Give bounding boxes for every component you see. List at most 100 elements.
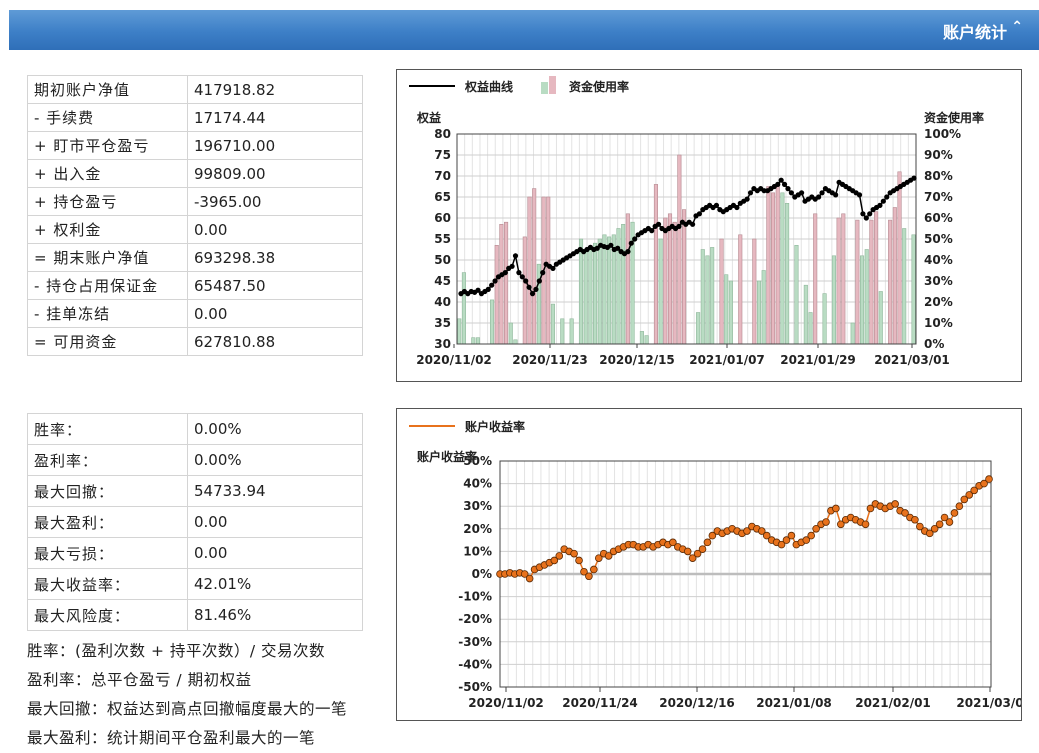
return-point (525, 574, 534, 583)
usage-bar (653, 184, 658, 345)
y-tick: -10% (458, 590, 492, 604)
usage-bar (536, 263, 541, 345)
y-axis-title-right: 资金使用率 (924, 110, 984, 125)
equity-point (799, 190, 805, 196)
chevron-up-double-icon[interactable]: ⌃ (1011, 19, 1023, 35)
y-tick-left: 60 (434, 211, 451, 225)
note-win-rate: 胜率：(盈利次数 + 持平次数）/ 交易次数 (27, 642, 326, 660)
usage-bar (761, 270, 766, 345)
row-label: = 可用资金 (27, 327, 188, 356)
usage-bar (602, 234, 607, 345)
equity-point (615, 245, 621, 251)
legend-label-equity: 权益曲线 (464, 79, 513, 94)
y-tick-left: 55 (434, 232, 451, 246)
return-point (777, 540, 786, 549)
equity-point (744, 196, 750, 202)
header-title: 账户统计 (942, 23, 1007, 42)
y-tick-right: 60% (924, 211, 953, 225)
usage-bar (710, 247, 715, 345)
row-value: 693298.38 (187, 243, 363, 272)
return-point (590, 565, 598, 574)
usage-bar (682, 209, 687, 345)
usage-bar (724, 274, 729, 345)
usage-bar (719, 238, 724, 345)
y-tick-right: 20% (924, 295, 953, 309)
usage-bar (672, 221, 677, 345)
x-tick-label: 2021/02/01 (855, 696, 931, 710)
equity-point (655, 221, 662, 227)
equity-point (884, 194, 890, 200)
x-tick-label: 2020/12/16 (659, 696, 735, 710)
y-tick-left: 70 (434, 169, 451, 183)
return-point (703, 538, 712, 547)
usage-bar (728, 280, 733, 345)
account-table: 期初账户净值 417918.82- 手续费 17174.44 + 盯市平仓盈亏 1967… (27, 75, 363, 356)
return-point (837, 520, 845, 529)
return-point (970, 486, 978, 495)
row-value: 417918.82 (187, 75, 363, 104)
y-tick-right: 10% (924, 316, 953, 330)
equity-point (540, 270, 546, 276)
row-label: 最大盈利： (27, 506, 188, 538)
note-max-drawdown: 最大回撤：权益达到高点回撤幅度最大的一笔 (27, 700, 348, 718)
return-point (580, 567, 588, 576)
y-tick-right: 100% (924, 127, 961, 141)
row-value: 54733.94 (187, 475, 363, 507)
return-point (743, 527, 751, 535)
legend-label-return: 账户收益率 (465, 419, 525, 434)
y-tick: 40% (463, 477, 492, 491)
usage-bar (813, 213, 818, 345)
y-tick: 20% (463, 522, 492, 536)
equity-point (519, 274, 525, 280)
return-point (960, 495, 969, 504)
return-point (708, 531, 717, 540)
return-point (698, 545, 707, 553)
usage-bar (869, 219, 874, 345)
usage-bar (780, 192, 785, 345)
return-point (945, 518, 954, 526)
y-tick-right: 90% (924, 148, 953, 162)
return-chart-svg: 账户收益率账户收益率50%40%30%20%10%0%-10%-20%-30%-… (409, 419, 1021, 710)
return-point (683, 547, 692, 556)
account-row: 期初账户净值 417918.82 (27, 75, 363, 104)
x-tick-label: 2020/12/15 (599, 353, 675, 367)
return-point (802, 536, 811, 544)
y-tick: 0% (472, 567, 492, 581)
equity-point (778, 177, 784, 183)
usage-bar (850, 322, 855, 345)
return-point (688, 554, 697, 562)
x-tick-label: 2020/11/02 (468, 696, 544, 710)
x-tick-label: 2021/01/07 (689, 353, 765, 367)
return-point (762, 531, 771, 540)
y-tick: -30% (458, 635, 492, 649)
account-row: + 出入金 99809.00 (27, 159, 363, 188)
return-point (570, 549, 578, 558)
y-tick-left: 50 (434, 253, 451, 267)
y-tick-left: 65 (434, 190, 451, 204)
plot-frame (456, 133, 917, 345)
perf-row: 最大风险度： 81.46% (27, 599, 363, 631)
account-row: + 盯市平仓盈亏 196710.00 (27, 131, 363, 160)
return-point (550, 556, 559, 565)
row-value: 0.00% (187, 444, 363, 476)
equity-point (625, 249, 631, 255)
usage-bar (461, 272, 466, 345)
note-max-profit: 最大盈利：统计期间平仓盈利最大的一笔 (27, 729, 316, 747)
return-point (925, 529, 934, 538)
account-row: - 挂单冻结 0.00 (27, 299, 363, 328)
return-point (812, 525, 820, 533)
return-point (520, 570, 529, 578)
usage-bar (785, 203, 790, 345)
usage-bar (639, 331, 644, 345)
return-point (950, 509, 959, 517)
usage-bar (911, 234, 916, 345)
usage-bar (677, 154, 682, 345)
usage-bar (658, 238, 663, 345)
equity-point (502, 270, 508, 276)
equity-point (867, 211, 873, 217)
y-tick: 50% (463, 454, 492, 468)
usage-bar (644, 335, 649, 345)
y-tick-right: 40% (924, 253, 953, 267)
performance-table: 胜率： 0.00% 盈利率： 0.00% 最大回撤： 54733.94 最大盈利： 0.00 最… (27, 413, 363, 631)
usage-bar (766, 186, 771, 345)
